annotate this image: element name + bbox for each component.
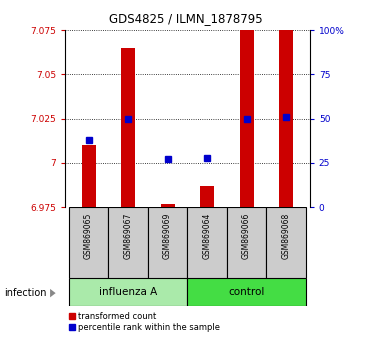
Legend: transformed count, percentile rank within the sample: transformed count, percentile rank withi… — [69, 312, 220, 332]
Bar — [121, 48, 135, 207]
Text: GSM869064: GSM869064 — [203, 213, 211, 259]
Polygon shape — [50, 289, 56, 297]
Bar — [200, 186, 214, 207]
Bar — [227, 207, 266, 278]
Bar — [187, 207, 227, 278]
Text: GSM869067: GSM869067 — [124, 213, 132, 259]
Bar — [161, 204, 174, 207]
Text: GSM869066: GSM869066 — [242, 213, 251, 259]
Text: infection: infection — [4, 288, 46, 298]
Text: GSM869068: GSM869068 — [282, 213, 290, 259]
Bar — [148, 207, 187, 278]
Bar — [187, 278, 306, 306]
Bar — [69, 278, 187, 306]
Text: GSM869069: GSM869069 — [163, 213, 172, 259]
Bar — [82, 145, 96, 207]
Text: influenza A: influenza A — [99, 287, 157, 297]
Bar — [69, 207, 108, 278]
Text: control: control — [229, 287, 265, 297]
Text: GDS4825 / ILMN_1878795: GDS4825 / ILMN_1878795 — [109, 12, 262, 25]
Bar — [279, 30, 293, 207]
Bar — [240, 30, 253, 207]
Bar — [266, 207, 306, 278]
Text: GSM869065: GSM869065 — [84, 213, 93, 259]
Bar — [108, 207, 148, 278]
